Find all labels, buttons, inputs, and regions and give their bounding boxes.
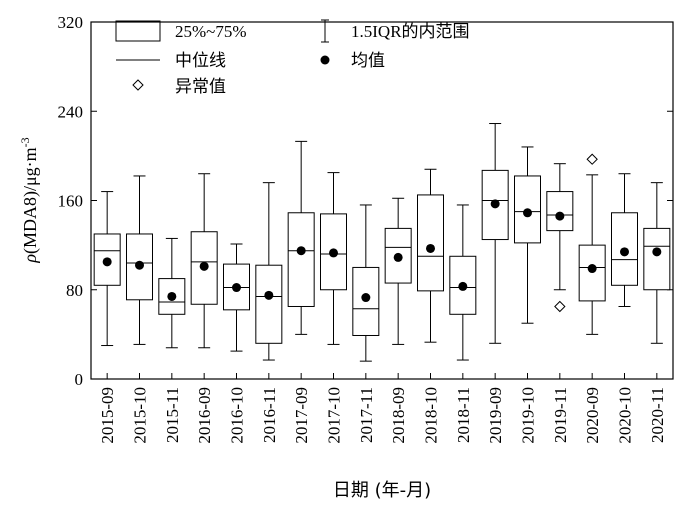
y-tick-label: 320 xyxy=(58,13,84,32)
box-2017-09 xyxy=(287,140,315,335)
legend-box-label: 25%~75% xyxy=(175,22,247,41)
box-series xyxy=(93,123,671,362)
mean-dot xyxy=(458,281,468,291)
box-2019-11 xyxy=(546,163,574,313)
iqr-box xyxy=(417,194,444,292)
mean-dot xyxy=(555,211,565,221)
y-axis-title-rho: ρ xyxy=(20,254,40,264)
box-2017-11 xyxy=(352,204,380,362)
x-tick-label: 2019-10 xyxy=(519,387,538,444)
x-tick-label: 2020-09 xyxy=(583,387,602,444)
mean-dot xyxy=(393,252,403,262)
x-tick-label: 2017-09 xyxy=(292,387,311,444)
mean-dot xyxy=(264,290,274,300)
box-2019-09 xyxy=(481,123,509,344)
x-tick-label: 2018-11 xyxy=(454,387,473,443)
mean-dot xyxy=(523,208,532,218)
x-tick-label: 2017-10 xyxy=(325,387,344,444)
mean-dot xyxy=(199,261,209,271)
y-tick-label: 0 xyxy=(75,370,84,389)
iqr-box xyxy=(255,264,283,344)
box-2020-09 xyxy=(578,153,606,335)
mean-dot xyxy=(135,260,144,270)
mean-dot xyxy=(102,257,112,267)
legend-mean-swatch xyxy=(320,55,330,65)
box-2018-11 xyxy=(449,204,477,361)
box-2015-09 xyxy=(93,191,121,347)
y-axis-title-superscript: -3 xyxy=(18,137,32,147)
box-2019-10 xyxy=(514,146,541,324)
legend-outlier-label: 异常值 xyxy=(175,77,226,97)
box-2020-11 xyxy=(643,182,671,344)
x-tick-label: 2015-09 xyxy=(98,387,117,444)
x-tick-label: 2020-11 xyxy=(648,387,667,443)
y-axis-title: ρ(MDA8)/μg·m-3 xyxy=(18,137,41,263)
iqr-box xyxy=(643,227,671,291)
outlier-marker xyxy=(586,153,598,165)
x-tick-label: 2019-11 xyxy=(551,387,570,443)
box-2015-10 xyxy=(126,175,153,345)
mean-dot xyxy=(361,293,371,303)
x-tick-label: 2016-09 xyxy=(195,387,214,444)
iqr-box xyxy=(546,191,574,232)
mean-dot xyxy=(167,291,177,301)
mean-dot xyxy=(232,283,241,293)
box-2018-10 xyxy=(417,168,444,343)
x-tick-label: 2020-10 xyxy=(616,387,635,444)
x-axis: 2015-09 2015-10 2015-11 2016-09 2016-10 2016-… xyxy=(98,373,667,444)
x-axis-title: 日期 (年-月) xyxy=(333,480,431,501)
x-tick-label: 2016-11 xyxy=(260,387,279,443)
legend-box-swatch xyxy=(115,20,161,42)
legend-mean-label: 均值 xyxy=(351,51,385,71)
y-tick-label: 240 xyxy=(58,102,84,121)
y-axis: 0 80 160 240 320 xyxy=(58,13,673,389)
x-tick-label: 2018-09 xyxy=(389,387,408,444)
mean-dot xyxy=(620,247,629,257)
box-2016-11 xyxy=(255,182,283,361)
box-2015-11 xyxy=(158,237,186,349)
x-tick-label: 2018-10 xyxy=(422,387,441,444)
plot-frame xyxy=(90,21,674,380)
box-2018-09 xyxy=(384,197,412,345)
x-tick-label: 2017-11 xyxy=(357,387,376,443)
outlier-marker xyxy=(554,300,566,313)
box-2020-10 xyxy=(611,173,638,307)
mean-dot xyxy=(296,246,306,256)
y-axis-title-text: (MDA8)/μg·m xyxy=(20,147,41,254)
legend-median-label: 中位线 xyxy=(175,51,226,71)
mean-dot xyxy=(490,199,500,209)
legend-outlier-swatch xyxy=(132,79,144,91)
legend: 25%~75% 1.5IQR的内范围 中位线 均值 异常值 xyxy=(115,19,470,97)
box-2016-09 xyxy=(190,173,218,349)
mean-dot xyxy=(652,247,662,257)
x-tick-label: 2015-11 xyxy=(163,387,182,443)
x-tick-label: 2015-10 xyxy=(131,387,150,444)
legend-whisker-swatch xyxy=(321,19,329,43)
y-tick-label: 160 xyxy=(58,192,84,211)
mean-dot xyxy=(587,264,597,274)
iqr-box xyxy=(287,212,315,307)
box-2016-10 xyxy=(223,243,250,352)
mean-dot xyxy=(426,243,435,253)
box-2017-10 xyxy=(320,172,347,345)
x-tick-label: 2016-10 xyxy=(228,387,247,444)
x-tick-label: 2019-09 xyxy=(486,387,505,444)
y-tick-label: 80 xyxy=(66,281,83,300)
legend-whisker-label: 1.5IQR的内范围 xyxy=(351,22,470,41)
mean-dot xyxy=(329,248,338,258)
